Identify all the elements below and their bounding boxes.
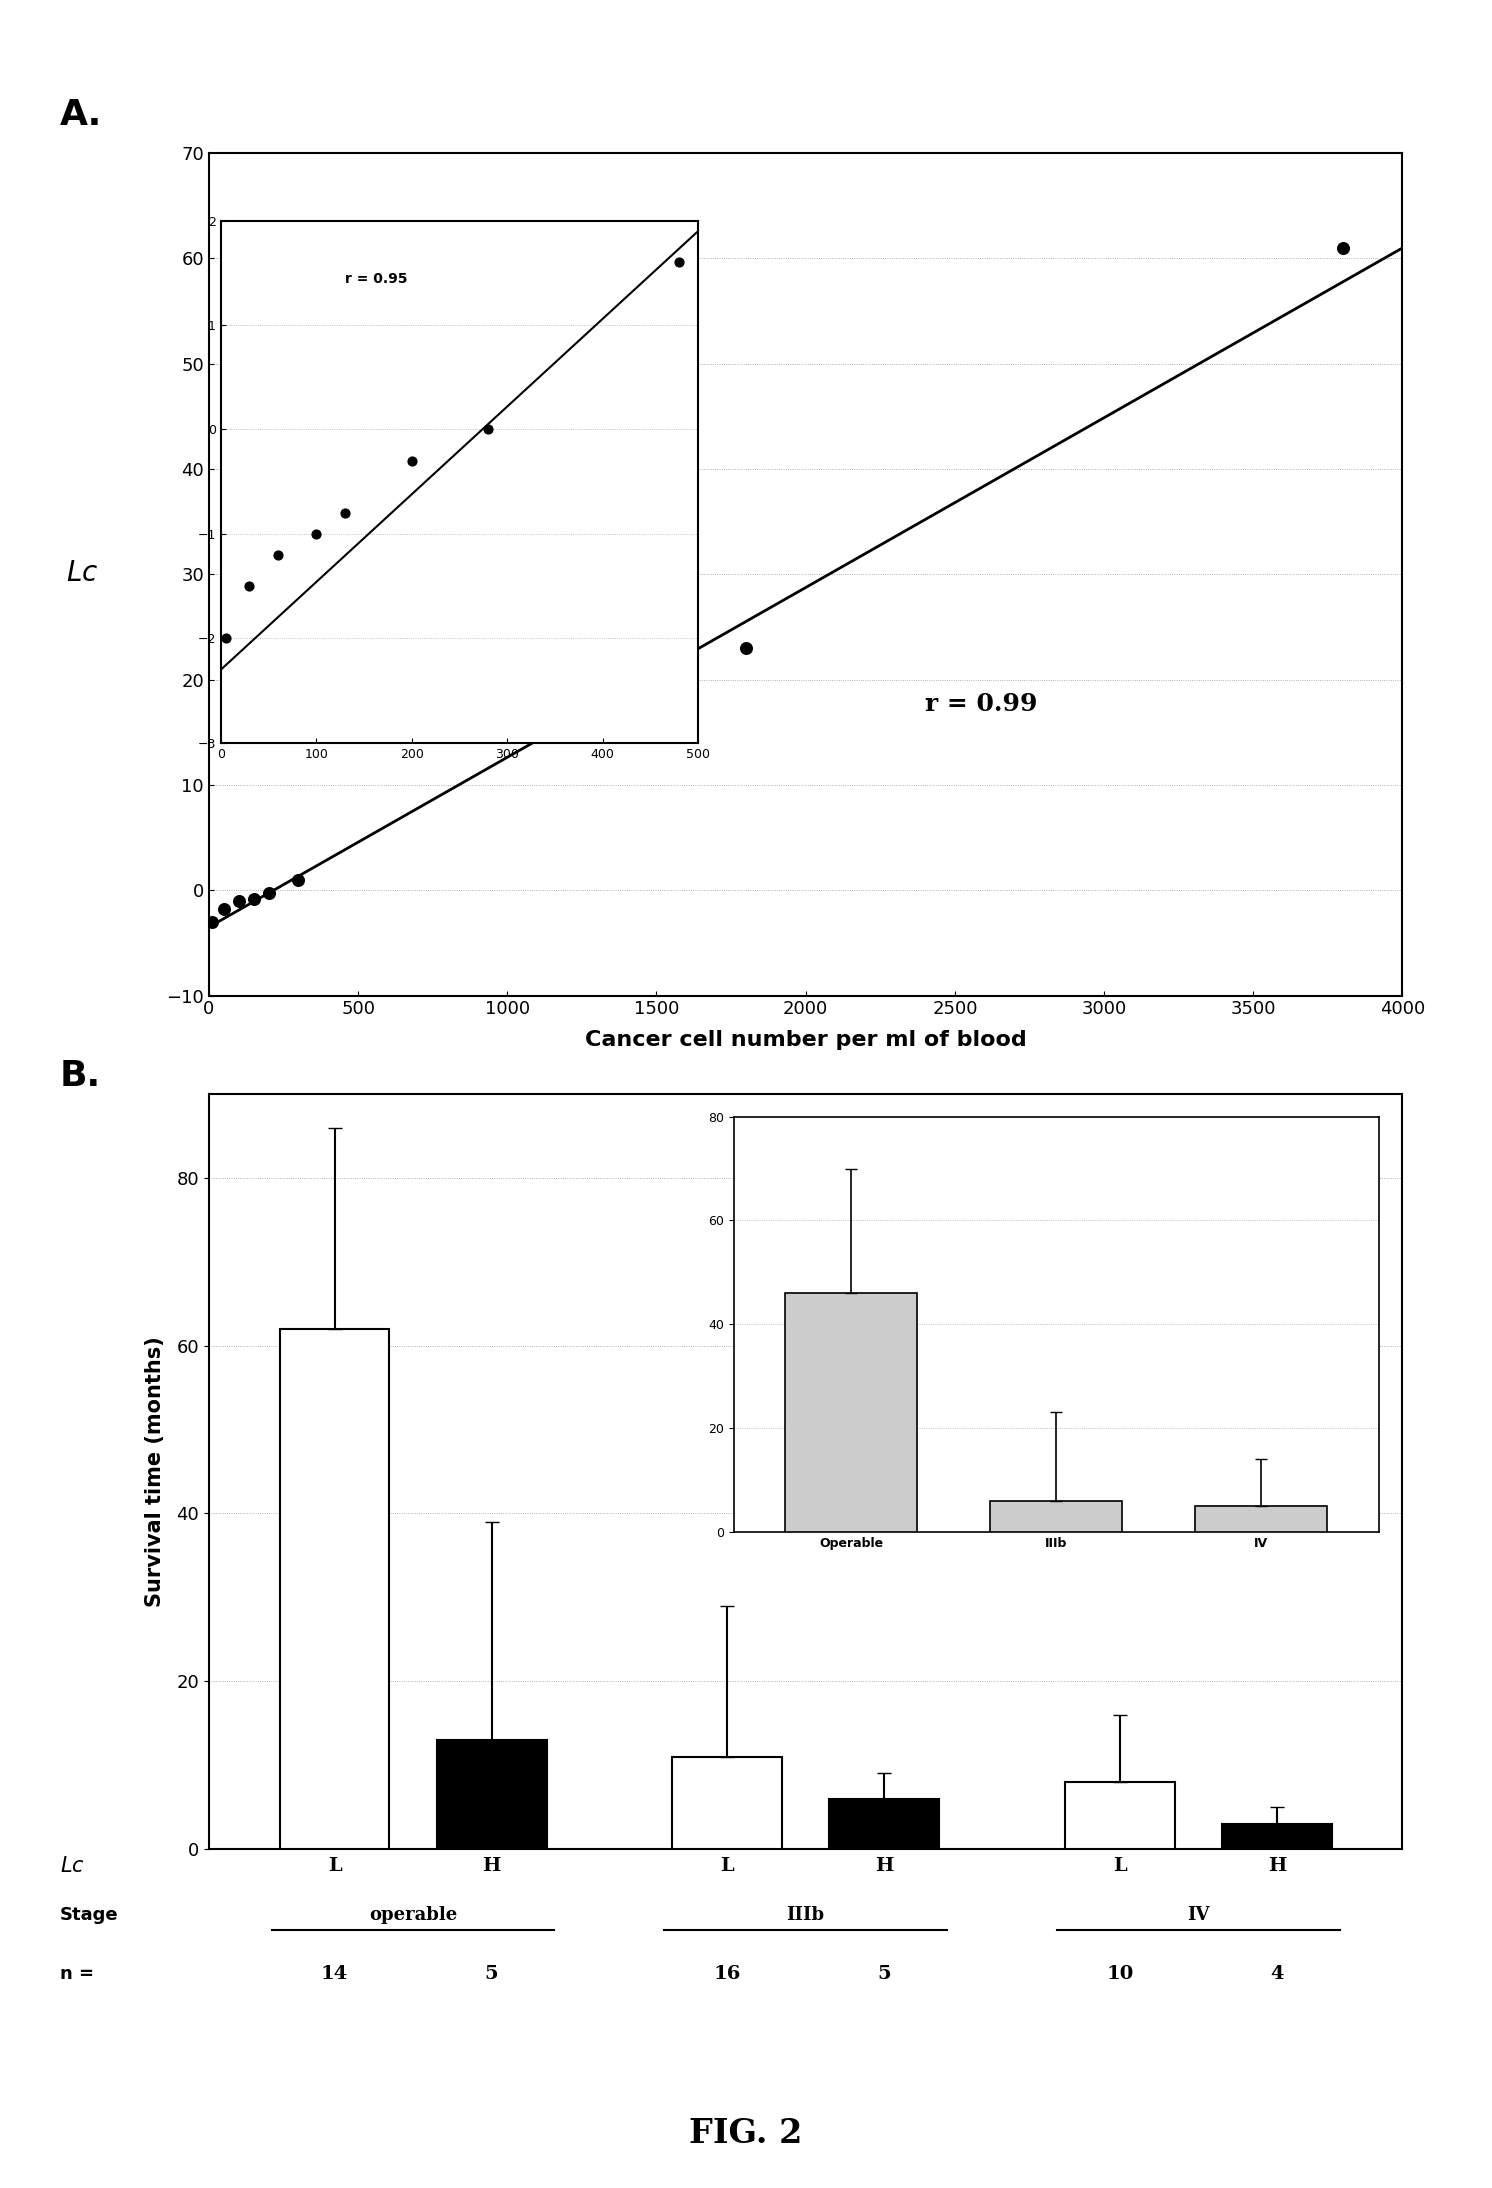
Text: $\mathit{Lc}$: $\mathit{Lc}$ [66,560,98,586]
Bar [1222,1825,1332,1849]
Text: n =: n = [60,1965,94,1982]
Text: L: L [328,1858,342,1875]
X-axis label: Cancer cell number per ml of blood: Cancer cell number per ml of blood [585,1031,1026,1050]
Text: 4: 4 [1270,1965,1283,1982]
Point [266,538,289,573]
Point [333,494,357,529]
Bar [1065,1781,1174,1849]
Text: 14: 14 [321,1965,348,1982]
Text: B.: B. [60,1059,101,1094]
Text: H: H [874,1858,894,1875]
Bar [991,1501,1122,1532]
Point [242,882,266,917]
Bar [785,1293,918,1532]
Bar [279,1328,389,1849]
Text: 10: 10 [1106,1965,1134,1982]
Text: L: L [1113,1858,1126,1875]
Point [476,411,500,446]
Text: operable: operable [369,1906,457,1923]
Bar [1195,1505,1328,1532]
Text: A.: A. [60,98,101,133]
Point [200,904,224,939]
Point [213,621,237,656]
Point [400,444,424,479]
Point [667,245,691,280]
Point [495,705,519,740]
Point [1331,230,1355,265]
Text: 5: 5 [485,1965,498,1982]
Text: H: H [482,1858,501,1875]
Point [237,569,261,604]
Point [304,516,328,551]
Point [734,630,758,665]
Bar [830,1799,938,1849]
Text: H: H [1268,1858,1286,1875]
Text: L: L [721,1858,734,1875]
Text: r = 0.95: r = 0.95 [345,271,407,287]
Text: $\mathit{Lc}$: $\mathit{Lc}$ [60,1855,85,1877]
Text: Stage: Stage [60,1906,118,1923]
Text: 16: 16 [713,1965,742,1982]
Point [286,862,310,897]
Y-axis label: Survival time (months): Survival time (months) [145,1337,166,1606]
Point [212,893,236,928]
Point [227,884,251,919]
Text: IV: IV [1188,1906,1210,1923]
Point [257,875,280,910]
Bar [673,1757,782,1849]
Bar [437,1739,546,1849]
Text: 5: 5 [877,1965,891,1982]
Text: IIIb: IIIb [786,1906,825,1923]
Text: FIG. 2: FIG. 2 [689,2116,803,2151]
Text: r = 0.99: r = 0.99 [925,691,1037,715]
